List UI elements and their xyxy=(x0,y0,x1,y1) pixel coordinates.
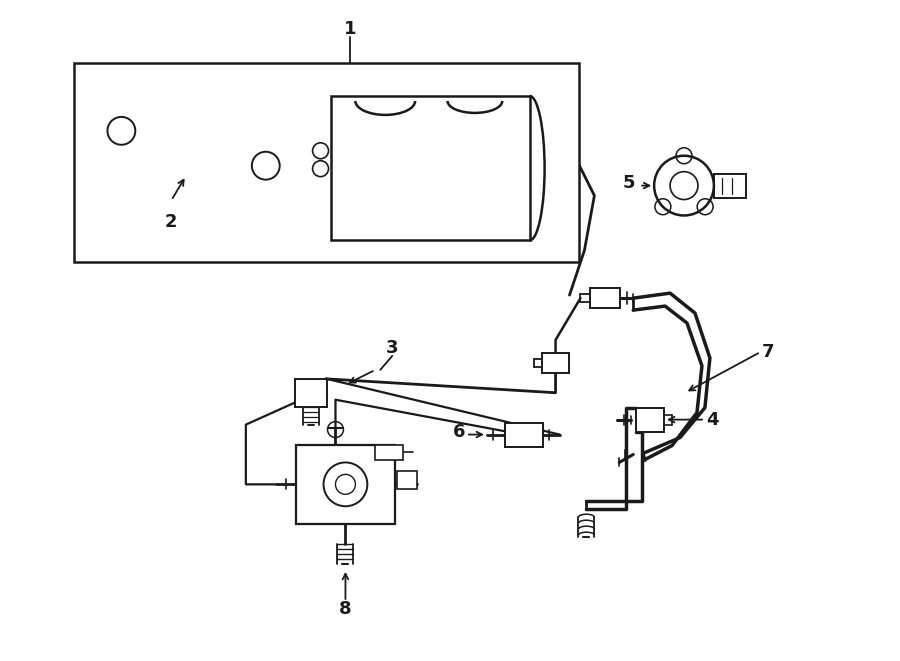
Bar xyxy=(505,422,543,447)
Bar xyxy=(542,353,570,373)
Bar xyxy=(296,444,395,524)
Bar xyxy=(375,444,403,461)
Text: 8: 8 xyxy=(339,600,352,618)
Text: 5: 5 xyxy=(623,174,635,192)
Text: 3: 3 xyxy=(386,339,399,357)
Text: 1: 1 xyxy=(344,20,356,38)
Text: 7: 7 xyxy=(761,343,774,361)
Text: 6: 6 xyxy=(453,422,465,441)
Bar xyxy=(590,288,620,308)
Bar xyxy=(294,379,327,407)
Text: 4: 4 xyxy=(706,410,718,428)
Bar xyxy=(330,96,530,241)
Bar xyxy=(636,408,664,432)
Bar xyxy=(74,63,580,262)
Text: 2: 2 xyxy=(165,214,177,231)
Bar xyxy=(397,471,417,489)
